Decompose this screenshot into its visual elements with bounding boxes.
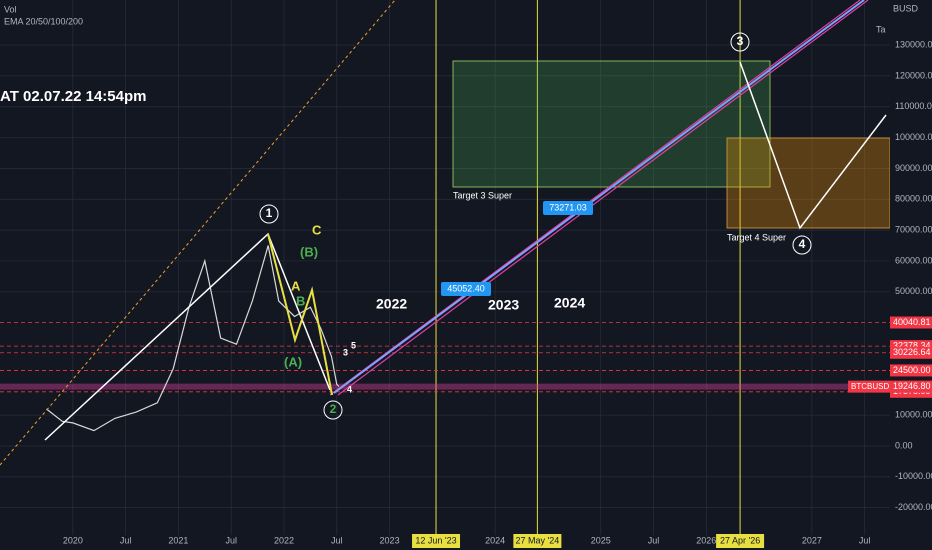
wave-label: 2 bbox=[330, 402, 337, 416]
symbol-box bbox=[848, 380, 932, 393]
wave-label: C bbox=[312, 222, 322, 237]
target-label: Target 4 Super bbox=[727, 232, 786, 242]
indicator: Vol bbox=[4, 4, 17, 14]
x-tick-label: 2023 bbox=[380, 535, 400, 545]
wave-label: (B) bbox=[300, 244, 318, 259]
wave-circle bbox=[730, 32, 750, 52]
y-tick-label: 60000.00 bbox=[895, 255, 932, 265]
target-4-zone bbox=[726, 137, 891, 229]
indicator: EMA 20/50/100/200 bbox=[4, 16, 83, 26]
price-tag bbox=[441, 282, 491, 296]
x-tick-label: 2022 bbox=[274, 535, 294, 545]
x-tick-label: 2021 bbox=[168, 535, 188, 545]
grid bbox=[0, 0, 890, 535]
level-label: 40040.81 bbox=[893, 317, 931, 327]
price-tag-text: 73271.03 bbox=[549, 202, 587, 212]
wave-label: 3 bbox=[343, 347, 348, 357]
date-marker-box bbox=[513, 534, 562, 548]
wave-label: 4 bbox=[347, 384, 352, 394]
target-label: Target 3 Super bbox=[453, 190, 512, 200]
x-tick-label: 2027 bbox=[802, 535, 822, 545]
x-tick-label: 2020 bbox=[63, 535, 83, 545]
y-tick-label: 110000.00 bbox=[895, 101, 932, 111]
y-tick-label: 100000.00 bbox=[895, 132, 932, 142]
level-label: 30226.64 bbox=[893, 347, 931, 357]
year-label: 2024 bbox=[554, 295, 585, 311]
x-tick-label: Jul bbox=[120, 535, 132, 545]
wave-circle bbox=[792, 235, 812, 255]
wave-circle bbox=[259, 204, 279, 224]
y-tick-label: 50000.00 bbox=[895, 286, 932, 296]
date-marker-label: 12 Jun '23 bbox=[415, 535, 456, 545]
price-tag bbox=[543, 201, 593, 215]
wave-label: (A) bbox=[284, 354, 302, 369]
x-tick-label: Jul bbox=[225, 535, 237, 545]
wave-label: 1 bbox=[266, 206, 273, 220]
last-price-label: 19246.80 bbox=[893, 381, 931, 391]
wave-label: B bbox=[296, 293, 305, 308]
wave-label: 5 bbox=[351, 340, 356, 350]
wave-line bbox=[739, 61, 887, 230]
price-tag-text: 45052.40 bbox=[447, 283, 485, 293]
last-price-band bbox=[0, 383, 890, 390]
wave-line bbox=[267, 233, 333, 396]
level-box bbox=[890, 316, 932, 329]
level-box bbox=[890, 364, 932, 377]
channel-line bbox=[329, 0, 861, 396]
year-label: 2023 bbox=[488, 297, 519, 313]
y-tick-label: -10000.00 bbox=[895, 471, 932, 481]
y-tick-label: 80000.00 bbox=[895, 194, 932, 204]
y-tick-label: -20000.00 bbox=[895, 502, 932, 512]
date-marker-label: 27 May '24 bbox=[516, 535, 560, 545]
date-marker-box bbox=[716, 534, 765, 548]
y-tick-label: 130000.00 bbox=[895, 39, 932, 49]
x-tick-label: 2025 bbox=[591, 535, 611, 545]
level-label: 32378.34 bbox=[893, 341, 931, 351]
corner-text: Ta bbox=[876, 24, 886, 34]
y-tick-label: 10000.00 bbox=[895, 410, 932, 420]
x-tick-label: Jul bbox=[859, 535, 871, 545]
y-tick-label: 0.00 bbox=[895, 440, 913, 450]
wave-circle bbox=[323, 400, 343, 420]
projection-line bbox=[333, 0, 865, 394]
x-tick-label: 2024 bbox=[485, 535, 505, 545]
price-axis bbox=[890, 0, 932, 535]
symbol-label: BTCBUSD bbox=[851, 382, 889, 391]
level-box bbox=[890, 346, 932, 359]
x-tick-label: Jul bbox=[331, 535, 343, 545]
wave-label: 4 bbox=[799, 237, 806, 251]
target-3-zone bbox=[452, 60, 771, 188]
year-label: 2022 bbox=[376, 296, 407, 312]
note: AT 02.07.22 14:54pm bbox=[0, 88, 146, 105]
channel-line bbox=[337, 0, 869, 396]
wave-label: A bbox=[291, 278, 301, 293]
wave-label: 3 bbox=[737, 34, 744, 48]
date-marker-label: 27 Apr '26 bbox=[720, 535, 760, 545]
y-tick-label: 70000.00 bbox=[895, 224, 932, 234]
y-tick-label: 120000.00 bbox=[895, 70, 932, 80]
currency: BUSD bbox=[893, 3, 919, 13]
x-tick-label: Jul bbox=[648, 535, 660, 545]
date-marker-box bbox=[412, 534, 461, 548]
axes: 130000.00120000.00110000.00100000.009000… bbox=[63, 39, 932, 548]
x-tick-label: 2026 bbox=[696, 535, 716, 545]
level-label: 24500.00 bbox=[893, 365, 931, 375]
y-tick-label: 90000.00 bbox=[895, 163, 932, 173]
